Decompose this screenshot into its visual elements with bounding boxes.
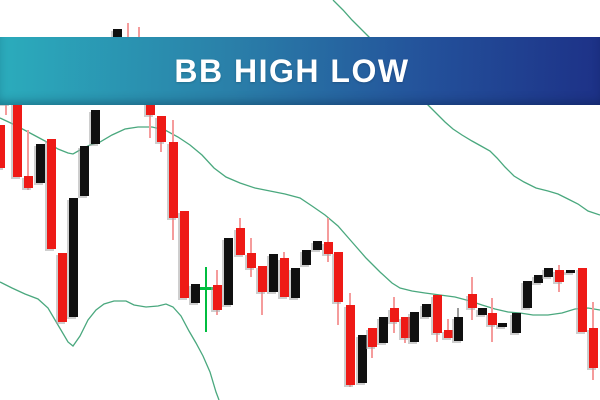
candle-body <box>24 176 33 188</box>
candle-body <box>422 304 431 317</box>
candle-body <box>146 100 155 115</box>
candle-body <box>534 275 543 283</box>
candle-body <box>401 317 410 338</box>
candle-body <box>498 323 507 327</box>
candle-wick <box>27 130 29 190</box>
candle-body <box>433 295 442 333</box>
title-banner: BB HIGH LOW <box>0 37 600 105</box>
candle-body <box>334 252 343 302</box>
candle-body <box>468 294 477 308</box>
candle-body <box>224 238 233 305</box>
candle-body <box>488 313 497 325</box>
candle-body <box>379 317 388 343</box>
candle-body <box>578 268 587 332</box>
candle-body <box>269 254 278 292</box>
candle-body <box>236 228 245 255</box>
bollinger-middle-band-line <box>0 117 600 316</box>
candle-body <box>47 139 56 249</box>
candle-body <box>0 125 5 168</box>
candle-body <box>478 308 487 315</box>
candle-body <box>180 211 189 298</box>
candle-body <box>13 80 22 177</box>
candle-body <box>80 146 89 196</box>
candle-body <box>512 313 521 333</box>
candle-wick <box>447 319 449 338</box>
candle-body <box>58 253 67 322</box>
candle-body <box>589 328 598 368</box>
candle-body <box>302 250 311 265</box>
candle-body <box>324 242 333 254</box>
candle-wick <box>327 218 329 262</box>
candle-body <box>444 330 453 338</box>
candle-body <box>544 268 553 277</box>
candle-body <box>313 241 322 250</box>
candle-body <box>213 285 222 310</box>
candle-body <box>410 312 419 342</box>
bollinger-lower-band-line <box>0 281 220 400</box>
candle-body <box>358 335 367 383</box>
candle-body <box>523 281 532 308</box>
candle-body <box>368 328 377 347</box>
candle-body <box>36 144 45 183</box>
candle-body <box>169 142 178 218</box>
candle-body <box>454 317 463 341</box>
candle-body <box>390 308 399 322</box>
candle-body <box>258 266 267 292</box>
candle-body <box>247 253 256 268</box>
candle-body <box>280 258 289 297</box>
banner-title: BB HIGH LOW <box>174 52 410 89</box>
candle-body <box>191 284 200 303</box>
candle-wick <box>149 100 151 138</box>
doji-candle-body <box>200 287 213 290</box>
candle-body <box>69 198 78 317</box>
candle-body <box>346 305 355 385</box>
candle-body <box>566 270 575 273</box>
candle-body <box>157 116 166 142</box>
candle-body <box>291 268 300 298</box>
candle-body <box>91 110 100 144</box>
candle-wick <box>205 267 207 332</box>
candle-body <box>555 270 564 282</box>
